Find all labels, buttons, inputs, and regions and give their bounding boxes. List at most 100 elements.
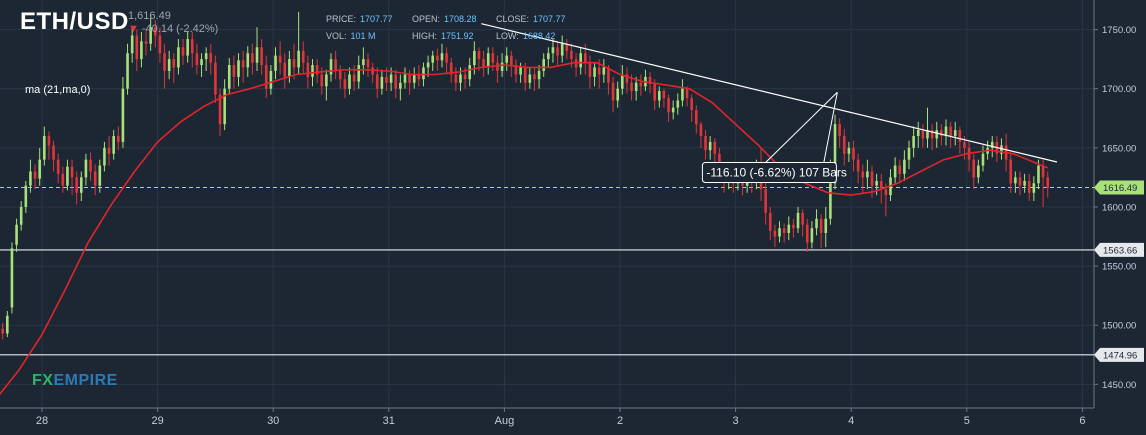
candle[interactable]: [981, 145, 985, 172]
candle[interactable]: [681, 79, 684, 107]
candle[interactable]: [112, 130, 115, 160]
candle[interactable]: [995, 136, 999, 163]
candle[interactable]: [445, 47, 448, 75]
candle[interactable]: [47, 131, 51, 160]
candle[interactable]: [329, 53, 333, 82]
candle[interactable]: [98, 159, 102, 193]
candle[interactable]: [93, 164, 97, 196]
candle[interactable]: [658, 86, 661, 108]
candle[interactable]: [352, 65, 356, 92]
candle[interactable]: [394, 69, 398, 99]
candle[interactable]: [153, 20, 157, 48]
candle[interactable]: [163, 43, 166, 89]
candle[interactable]: [449, 57, 453, 83]
candle[interactable]: [1014, 171, 1017, 193]
candle[interactable]: [533, 67, 536, 92]
candle[interactable]: [375, 67, 379, 99]
candle[interactable]: [708, 136, 712, 160]
candle[interactable]: [574, 53, 578, 77]
candle[interactable]: [61, 166, 65, 193]
candle[interactable]: [24, 180, 28, 213]
candle[interactable]: [699, 121, 703, 148]
candle[interactable]: [551, 39, 555, 63]
candle[interactable]: [135, 29, 139, 71]
candle[interactable]: [1023, 173, 1026, 193]
candle[interactable]: [167, 50, 171, 80]
candle[interactable]: [694, 105, 698, 134]
candle[interactable]: [468, 57, 472, 87]
candle[interactable]: [486, 47, 490, 75]
measure-line[interactable]: [756, 91, 838, 172]
candle[interactable]: [565, 39, 569, 60]
candle[interactable]: [930, 124, 934, 151]
candle[interactable]: [130, 27, 134, 63]
candle[interactable]: [944, 119, 948, 146]
candle[interactable]: [181, 39, 185, 66]
candle[interactable]: [209, 43, 213, 75]
candle[interactable]: [223, 79, 226, 131]
candle[interactable]: [399, 74, 402, 101]
candle[interactable]: [56, 153, 60, 184]
candle[interactable]: [204, 47, 208, 71]
candle[interactable]: [255, 27, 259, 71]
candle[interactable]: [75, 171, 78, 205]
candle[interactable]: [621, 65, 624, 95]
candle[interactable]: [6, 311, 9, 338]
candle[interactable]: [764, 183, 767, 225]
candle[interactable]: [926, 107, 929, 148]
candle[interactable]: [158, 27, 162, 63]
candle[interactable]: [768, 206, 772, 241]
candle[interactable]: [801, 209, 804, 237]
candle[interactable]: [357, 55, 361, 89]
candle[interactable]: [246, 46, 250, 77]
candle[interactable]: [149, 15, 152, 51]
candle[interactable]: [177, 39, 180, 75]
candle[interactable]: [579, 47, 582, 75]
candle[interactable]: [884, 183, 888, 217]
candle[interactable]: [560, 35, 564, 63]
candle[interactable]: [1027, 173, 1031, 202]
candle[interactable]: [403, 67, 407, 89]
candle[interactable]: [842, 128, 846, 166]
candle[interactable]: [121, 76, 125, 148]
candle[interactable]: [861, 164, 865, 193]
candle[interactable]: [1, 322, 4, 340]
candle[interactable]: [514, 59, 518, 83]
candle[interactable]: [43, 126, 46, 166]
candle[interactable]: [454, 67, 458, 92]
candle[interactable]: [958, 126, 962, 154]
candle[interactable]: [417, 65, 421, 87]
candle[interactable]: [343, 72, 347, 99]
candle[interactable]: [10, 242, 14, 314]
candle[interactable]: [805, 218, 809, 252]
candle[interactable]: [190, 31, 194, 68]
candle[interactable]: [634, 76, 638, 101]
candle[interactable]: [542, 53, 546, 77]
candle[interactable]: [237, 53, 240, 87]
candle[interactable]: [676, 93, 680, 115]
candle[interactable]: [903, 150, 906, 181]
candle[interactable]: [547, 47, 550, 68]
candle[interactable]: [274, 47, 277, 80]
candle[interactable]: [195, 43, 199, 75]
candle[interactable]: [847, 141, 851, 163]
candle[interactable]: [301, 41, 305, 75]
candle[interactable]: [787, 216, 791, 241]
candle[interactable]: [251, 43, 254, 75]
candle[interactable]: [260, 39, 263, 75]
candle[interactable]: [796, 206, 800, 233]
candle[interactable]: [144, 29, 148, 56]
candle[interactable]: [186, 31, 189, 63]
candle[interactable]: [297, 11, 300, 75]
candle[interactable]: [436, 48, 439, 71]
candle[interactable]: [412, 67, 416, 89]
candle[interactable]: [306, 55, 310, 89]
candle[interactable]: [232, 55, 236, 89]
candle[interactable]: [19, 201, 23, 231]
candle[interactable]: [496, 55, 499, 83]
candle[interactable]: [778, 221, 781, 243]
candle[interactable]: [1041, 159, 1045, 207]
candle[interactable]: [315, 59, 319, 83]
candle[interactable]: [639, 74, 643, 96]
candle[interactable]: [338, 65, 342, 89]
